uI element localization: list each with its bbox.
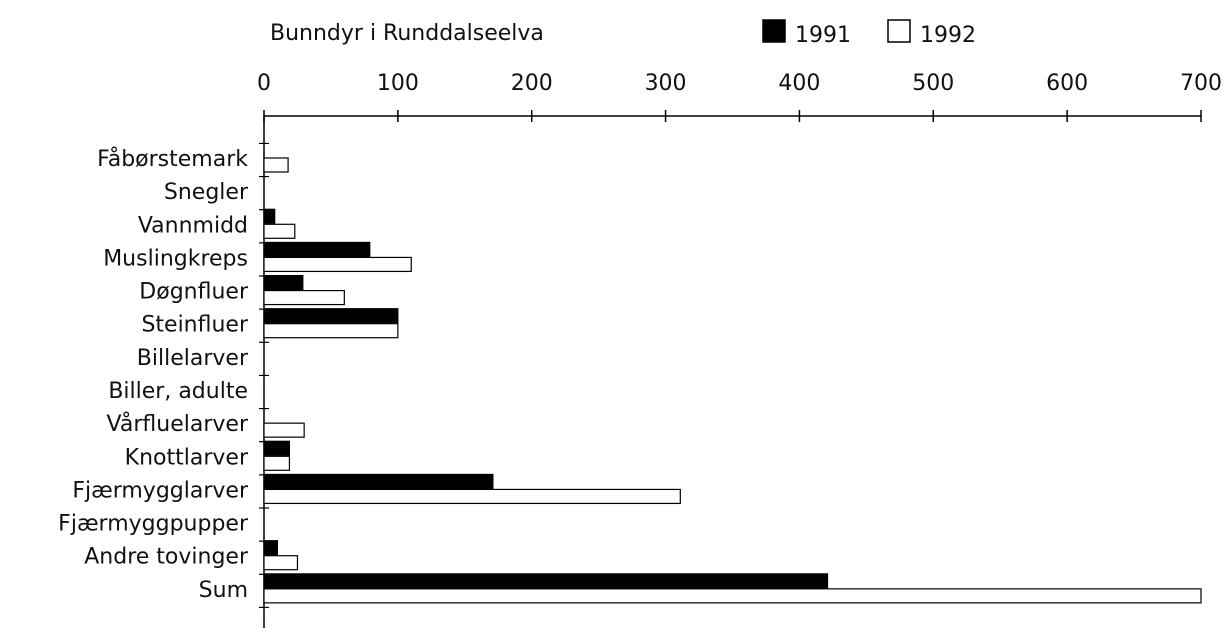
bars: [263, 157, 1202, 604]
bar-1992: [263, 588, 1202, 604]
category-label: Snegler: [164, 180, 249, 205]
category-label: Sum: [199, 578, 248, 603]
bar-1991: [263, 308, 399, 324]
bar-1991: [263, 208, 276, 224]
bar-1992: [263, 555, 299, 571]
x-tick-label: 300: [645, 71, 687, 96]
category-label: Fjærmygglarver: [72, 478, 249, 503]
x-tick-label: 600: [1046, 71, 1088, 96]
category-label: Vannmidd: [138, 213, 248, 238]
legend-swatch-1991: [762, 19, 786, 43]
legend-label-1992: 1992: [920, 23, 976, 48]
category-label: Muslingkreps: [103, 246, 248, 271]
x-tick-label: 700: [1180, 71, 1222, 96]
category-label: Billelarver: [137, 346, 249, 371]
legend-label-1991: 1991: [795, 23, 851, 48]
x-tick-label: 200: [511, 71, 553, 96]
axes: [259, 115, 1201, 628]
bar-1992: [263, 455, 291, 471]
bar-1991: [263, 573, 829, 589]
bar-1992: [263, 256, 412, 273]
bar-1991: [263, 540, 278, 556]
legend: 1991 1992: [762, 19, 976, 48]
category-label: Andre tovinger: [84, 545, 249, 570]
x-tick-label: 400: [778, 71, 820, 96]
category-label: Døgnfluer: [139, 280, 249, 305]
category-label: Fjærmyggpupper: [58, 512, 249, 537]
bar-1992: [263, 488, 681, 505]
legend-swatch-1992: [887, 19, 911, 43]
x-axis-ticks: 0 100 200 300 400 500 600 700: [257, 71, 1222, 122]
bar-1991: [263, 473, 494, 490]
bar-1992: [263, 422, 305, 438]
category-label: Vårfluelarver: [107, 411, 249, 437]
category-label: Biller, adulte: [108, 379, 248, 404]
x-tick-label: 0: [257, 71, 271, 96]
x-tick-label: 500: [912, 71, 954, 96]
category-label: Knottlarver: [125, 445, 249, 470]
category-labels: Fåbørstemark Snegler Vannmidd Muslingkreps D…: [58, 146, 249, 603]
bar-1991: [263, 274, 304, 291]
x-tick-label: 100: [377, 71, 419, 96]
category-label: Fåbørstemark: [97, 146, 248, 172]
bar-1992: [263, 223, 296, 239]
bar-1992: [263, 323, 399, 339]
bar-1991: [263, 440, 291, 456]
category-label: Steinfluer: [141, 313, 249, 338]
chart-title: Bunndyr i Runddalseelva: [270, 21, 544, 46]
bar-1992: [263, 157, 289, 173]
bar-1992: [263, 289, 345, 306]
bar-1991: [263, 241, 371, 258]
